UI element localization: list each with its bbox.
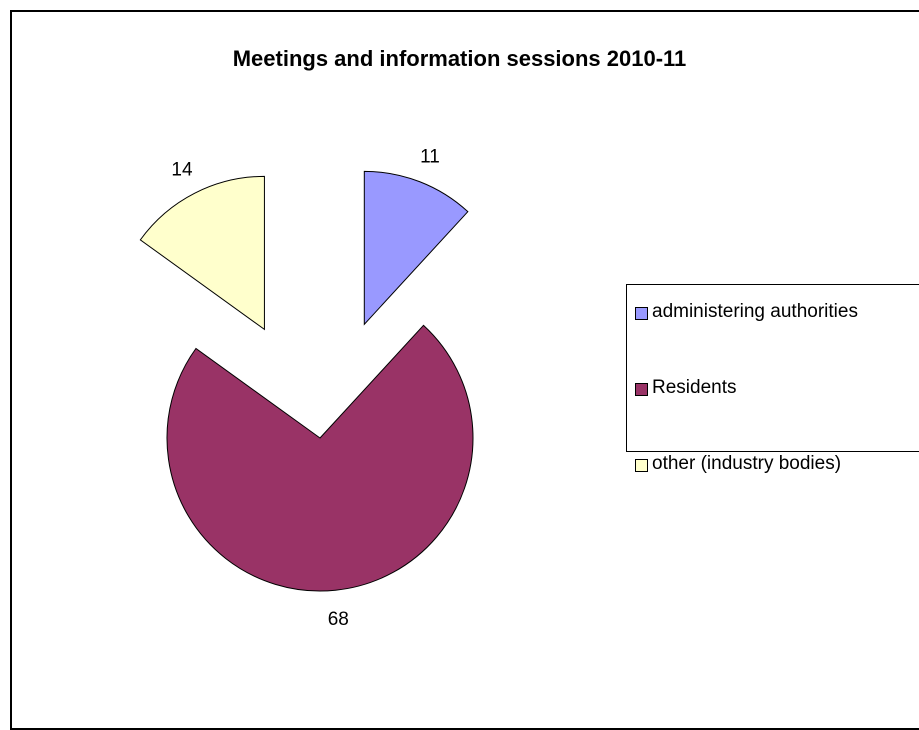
pie-chart: 11 68 14 — [139, 147, 474, 630]
legend-swatch-residents — [635, 383, 648, 396]
data-label-residents: 68 — [328, 609, 349, 630]
pie-slices — [139, 170, 474, 592]
pie-data-labels: 11 68 14 — [171, 147, 439, 630]
data-label-other-industry-bodies: 14 — [171, 159, 193, 180]
legend-label-administering-authorities: administering authorities — [652, 301, 858, 322]
legend-label-other-industry-bodies: other (industry bodies) — [652, 453, 842, 474]
chart-title: Meetings and information sessions 2010-1… — [232, 46, 687, 71]
legend-swatch-other-industry-bodies — [635, 459, 648, 472]
legend-item-other-industry-bodies: other (industry bodies) — [635, 451, 872, 477]
pie-slice-residents — [166, 324, 474, 592]
legend-item-administering-authorities: administering authorities — [635, 299, 872, 325]
pie-slice-administering-authorities — [363, 170, 469, 326]
data-label-administering-authorities: 11 — [420, 147, 440, 168]
pie-slice-other-industry-bodies — [139, 175, 265, 331]
legend-swatch-administering-authorities — [635, 307, 648, 320]
chart-legend: administering authorities Residents othe… — [626, 284, 919, 474]
legend-item-residents: Residents — [635, 375, 872, 401]
legend-label-residents: Residents — [652, 377, 737, 398]
